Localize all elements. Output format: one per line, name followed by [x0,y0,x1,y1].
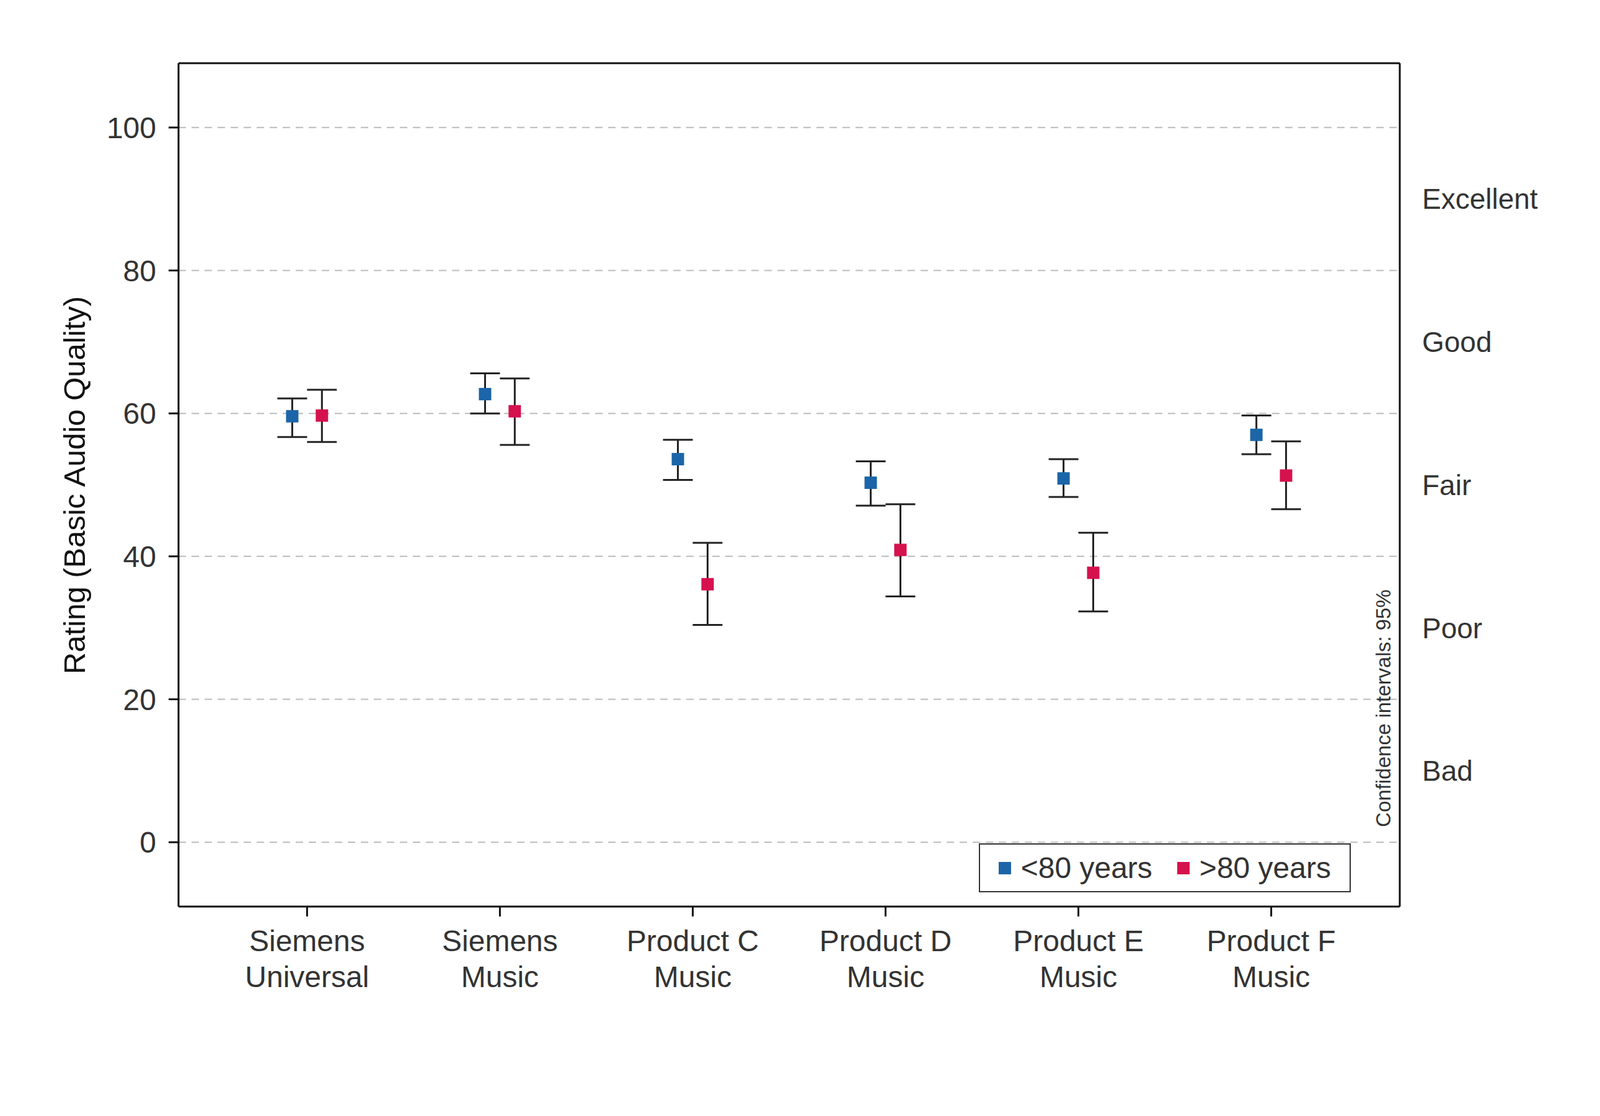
svg-text:Product CMusic: Product CMusic [626,924,759,994]
svg-text:40: 40 [123,540,157,574]
svg-text:80: 80 [123,254,157,288]
html-text:<80 years: <80 years [1020,851,1153,885]
svg-text:Product EMusic: Product EMusic [1012,924,1144,994]
html-text:>80 years: >80 years [1199,851,1331,885]
html-text:Confidence intervals: 95%: Confidence intervals: 95% [1371,589,1395,828]
svg-text:100: 100 [106,111,157,145]
svg-text:SiemensMusic: SiemensMusic [441,924,558,994]
svg-text:Fair: Fair [1422,469,1472,502]
svg-text:20: 20 [123,683,157,717]
svg-text:60: 60 [123,397,157,431]
svg-text:Product FMusic: Product FMusic [1206,924,1336,994]
svg-text:SiemensUniversal: SiemensUniversal [244,924,369,994]
svg-text:Poor: Poor [1422,612,1483,645]
html-text:Rating (Basic Audio Quality): Rating (Basic Audio Quality) [57,296,92,675]
svg-text:Bad: Bad [1422,755,1473,788]
svg-text:0: 0 [139,826,157,860]
svg-text:Excellent: Excellent [1422,182,1539,216]
svg-text:Good: Good [1422,326,1493,359]
svg-text:Product DMusic: Product DMusic [819,924,952,994]
